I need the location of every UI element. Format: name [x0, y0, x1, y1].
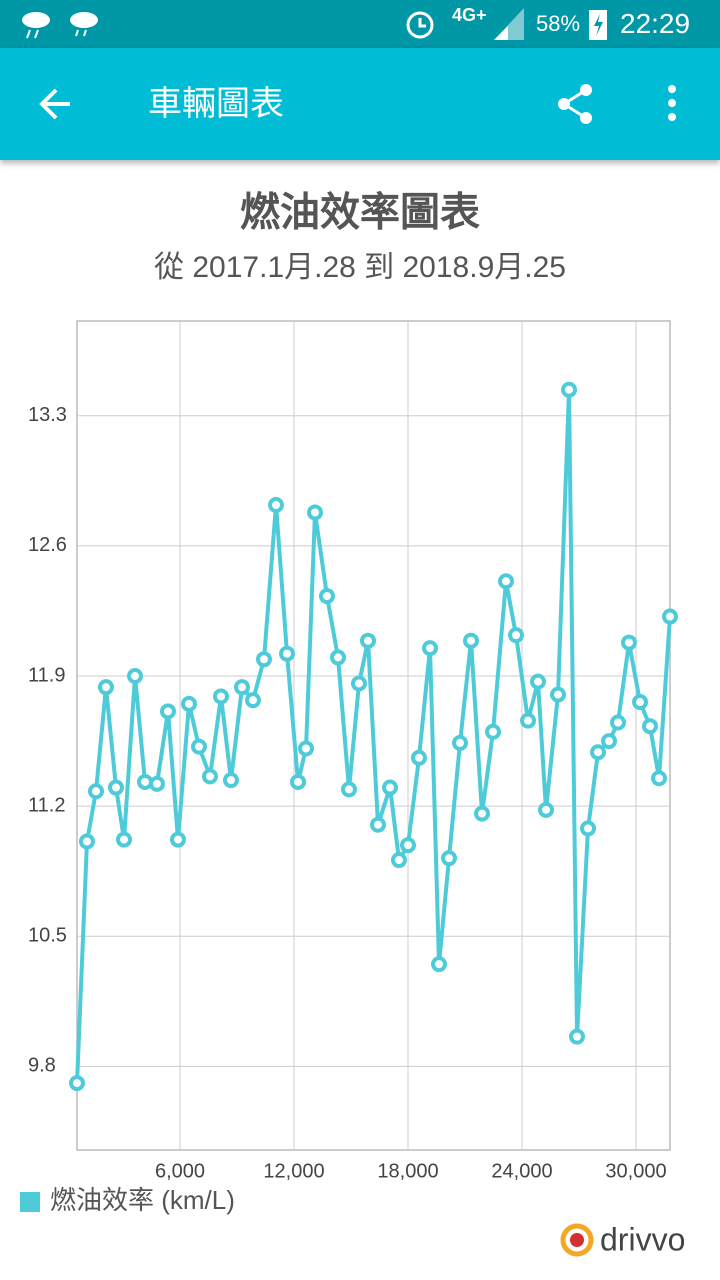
chart-subtitle: 從 2017.1月.28 到 2018.9月.25 [154, 251, 566, 284]
data-point [538, 801, 555, 818]
battery-icon [589, 10, 607, 40]
y-tick-label: 9.8 [28, 1055, 56, 1077]
data-point [279, 645, 296, 662]
data-point [159, 703, 176, 720]
data-point [191, 738, 208, 755]
data-point [485, 723, 502, 740]
data-point [400, 837, 417, 854]
data-point [298, 740, 315, 757]
chart-title: 燃油效率圖表 [240, 191, 480, 235]
battery-level: 58% [536, 11, 581, 36]
alarm-icon [406, 11, 434, 39]
back-button[interactable] [36, 84, 76, 124]
data-point [508, 627, 525, 644]
status-bar: 4G+ 58% 22:29 [0, 0, 720, 48]
data-point [561, 381, 578, 398]
data-point [78, 833, 95, 850]
data-point [382, 779, 399, 796]
data-point [137, 773, 154, 790]
data-point [108, 779, 125, 796]
share-button[interactable] [554, 82, 598, 126]
data-point [170, 831, 187, 848]
data-point [601, 733, 618, 750]
y-tick-label: 10.5 [28, 925, 67, 947]
legend-label: 燃油效率 (km/L) [50, 1185, 235, 1215]
data-point [360, 632, 377, 649]
legend-swatch [20, 1192, 40, 1212]
data-point [590, 744, 607, 761]
data-point [88, 783, 105, 800]
data-point [621, 634, 638, 651]
data-point [181, 695, 198, 712]
data-point [610, 714, 627, 731]
data-line [75, 387, 672, 1084]
data-point [431, 956, 448, 973]
data-point [530, 673, 547, 690]
y-tick-label: 12.6 [28, 534, 67, 556]
data-point [520, 712, 537, 729]
data-point [651, 770, 668, 787]
data-point [498, 573, 515, 590]
weather-icons [22, 12, 98, 39]
data-point [662, 608, 678, 625]
chart: 燃油效率圖表 從 2017.1月.28 到 2018.9月.25 drivvo … [20, 191, 685, 1257]
y-tick-label: 11.9 [28, 664, 65, 686]
data-point [319, 588, 336, 605]
data-point [213, 688, 230, 705]
plot-frame [76, 320, 671, 1151]
more-button[interactable] [666, 84, 678, 124]
data-point [632, 694, 649, 711]
logo-text: drivvo [600, 1221, 685, 1257]
data-point [550, 686, 567, 703]
data-point [268, 497, 285, 514]
data-point [69, 1075, 85, 1092]
network-type: 4G+ [452, 5, 487, 25]
data-point [422, 640, 439, 657]
data-point [244, 692, 261, 709]
data-point [341, 781, 358, 798]
app-bar: 車輛圖表 [0, 48, 720, 160]
data-point [474, 805, 491, 822]
x-tick-label: 12,000 [263, 1160, 324, 1182]
data-point [390, 852, 407, 869]
data-point [569, 1028, 586, 1045]
data-point [463, 632, 480, 649]
data-point [127, 668, 144, 685]
data-point [290, 773, 307, 790]
data-point [411, 749, 428, 766]
y-tick-label: 11.2 [28, 794, 65, 816]
clock: 22:29 [620, 8, 691, 39]
x-tick-label: 24,000 [491, 1160, 552, 1182]
data-point [330, 649, 347, 666]
app-title: 車輛圖表 [148, 84, 284, 124]
data-point [256, 651, 273, 668]
data-point [233, 679, 250, 696]
signal-icon [494, 8, 524, 40]
data-point [441, 850, 458, 867]
y-tick-label: 13.3 [28, 404, 67, 426]
data-point [452, 734, 469, 751]
data-point [222, 772, 239, 789]
data-point [97, 679, 114, 696]
x-tick-label: 30,000 [605, 1160, 666, 1182]
x-tick-label: 18,000 [377, 1160, 438, 1182]
logo: drivvo [560, 1221, 685, 1257]
data-point [580, 820, 597, 837]
data-point [116, 831, 133, 848]
x-tick-label: 6,000 [155, 1160, 205, 1182]
data-point [148, 775, 165, 792]
data-point [351, 675, 368, 692]
data-point [642, 718, 659, 735]
data-point [202, 768, 219, 785]
data-point [306, 504, 323, 521]
data-point [370, 816, 387, 833]
